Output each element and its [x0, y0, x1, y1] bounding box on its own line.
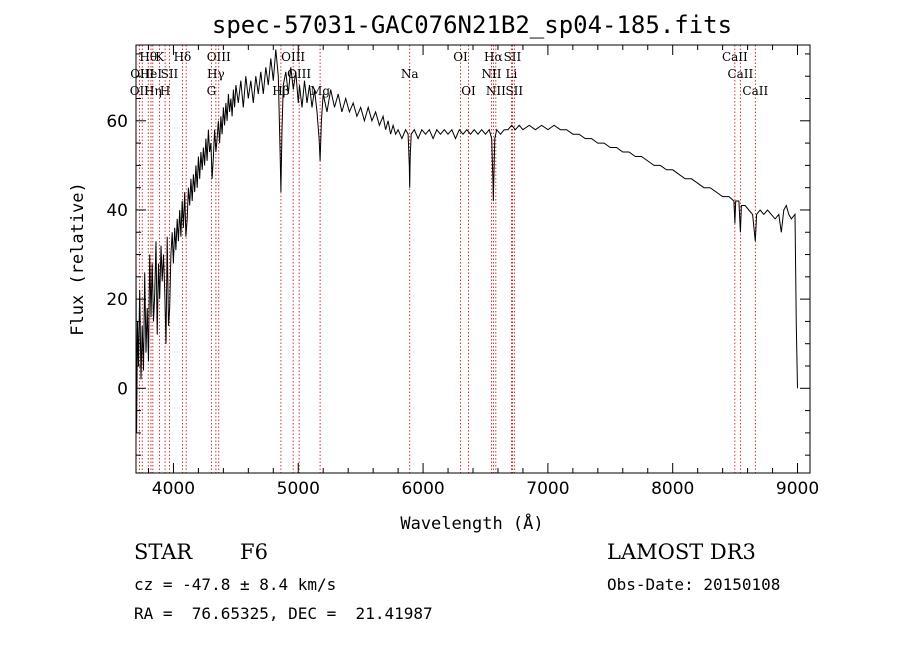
line-label: Hθ: [139, 50, 157, 64]
axis-ticks: 4000 5000 6000 7000 8000 9000 0 20 40 60: [106, 45, 819, 499]
y-tick-label: 60: [106, 112, 128, 132]
line-label: OI: [461, 84, 476, 98]
line-label: SII: [505, 84, 523, 98]
line-label: Li: [506, 67, 518, 81]
line-label: Na: [401, 67, 419, 81]
line-label: CaII: [742, 84, 768, 98]
x-tick-label: 6000: [401, 479, 444, 499]
object-class: STAR: [134, 540, 193, 564]
x-tick-label: 7000: [526, 479, 569, 499]
line-label: OII: [130, 84, 150, 98]
line-label: K: [155, 50, 165, 64]
line-markers: [138, 45, 756, 473]
line-label: SII: [161, 67, 179, 81]
line-label: OI: [453, 50, 468, 64]
line-label: SII: [504, 50, 522, 64]
line-label: CaII: [722, 50, 748, 64]
x-axis-label: Wavelength (Å): [400, 512, 543, 534]
coordinates: RA = 76.65325, DEC = 21.41987: [134, 604, 433, 623]
line-labels: OIIOIIIHθHeIHηKHSIIHδGHγOIIIHβOIIIOIIIMg…: [130, 50, 769, 98]
plot-frame: [135, 44, 811, 474]
line-label: OIII: [207, 50, 231, 64]
survey-name: LAMOST DR3: [607, 540, 756, 564]
line-label: HeI: [140, 67, 163, 81]
spectrum-series: [135, 49, 798, 433]
y-tick-label: 40: [106, 201, 128, 221]
x-tick-label: 8000: [651, 479, 694, 499]
x-tick-label: 5000: [277, 479, 320, 499]
subclass: F6: [240, 540, 268, 564]
y-tick-label: 20: [106, 290, 128, 310]
line-label: CaII: [727, 67, 753, 81]
line-label: Hη: [144, 84, 162, 98]
line-label: H: [160, 84, 170, 98]
obs-date: Obs-Date: 20150108: [607, 575, 781, 594]
y-axis-label: Flux (relative): [68, 182, 88, 336]
line-label: Hα: [484, 50, 503, 64]
chart-title: spec-57031-GAC076N21B2_sp04-185.fits: [212, 11, 732, 39]
redshift-text: cz = -47.8 ± 8.4 km/s: [134, 575, 337, 594]
line-label: Hδ: [174, 50, 192, 64]
line-label: NII: [481, 67, 501, 81]
line-label: Hγ: [207, 67, 225, 81]
line-label: OIII: [281, 50, 305, 64]
y-tick-label: 0: [117, 379, 128, 399]
line-label: NII: [486, 84, 506, 98]
line-label: Hβ: [272, 84, 289, 98]
x-tick-label: 9000: [776, 479, 819, 499]
spectrum-line: [135, 49, 798, 433]
line-label: OIII: [287, 67, 311, 81]
line-label: G: [207, 84, 217, 98]
x-tick-label: 4000: [152, 479, 195, 499]
